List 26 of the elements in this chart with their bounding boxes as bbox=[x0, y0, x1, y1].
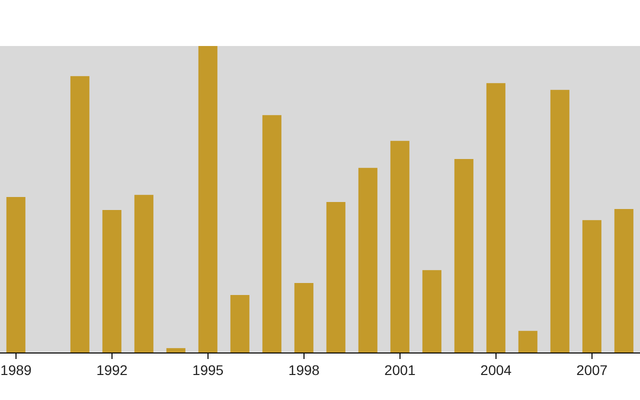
bar bbox=[230, 294, 250, 353]
bar bbox=[326, 202, 346, 353]
bar bbox=[518, 330, 538, 353]
bar bbox=[166, 348, 186, 353]
bar bbox=[454, 158, 474, 353]
x-tick-label: 2001 bbox=[384, 362, 416, 378]
bar bbox=[262, 115, 282, 353]
x-tick-label: 1992 bbox=[96, 362, 128, 378]
bar bbox=[390, 140, 410, 353]
bar bbox=[550, 90, 570, 353]
bar bbox=[294, 283, 314, 353]
x-tick-label: 1989 bbox=[0, 362, 32, 378]
x-tick-label: 1995 bbox=[192, 362, 224, 378]
x-tick-label: 1998 bbox=[288, 362, 320, 378]
bar bbox=[582, 220, 602, 353]
bar bbox=[614, 209, 634, 353]
bar bbox=[70, 76, 90, 353]
bar bbox=[422, 270, 442, 353]
x-tick-label: 2007 bbox=[576, 362, 608, 378]
bar bbox=[358, 168, 378, 353]
bar bbox=[134, 194, 154, 353]
bar bbox=[102, 210, 122, 353]
bar bbox=[486, 83, 506, 353]
x-tick-label: 2004 bbox=[480, 362, 512, 378]
bar bbox=[198, 46, 218, 353]
bar bbox=[6, 197, 26, 353]
